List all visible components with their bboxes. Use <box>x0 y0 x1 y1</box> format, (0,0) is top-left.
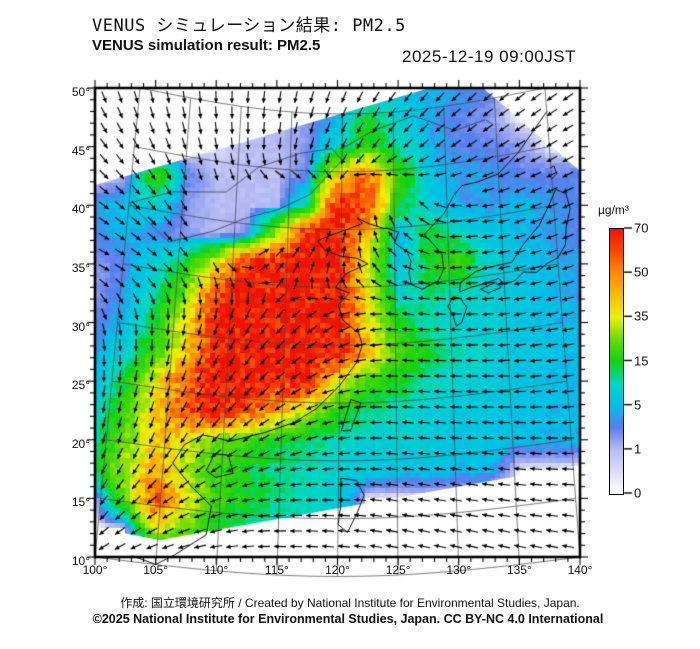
license-line: ©2025 National Institute for Environment… <box>92 612 604 626</box>
colorbar-unit-label: µg/m³ <box>598 203 629 217</box>
lon-tick-label: 115° <box>264 563 289 577</box>
lat-tick-label: 40° <box>71 202 90 217</box>
lat-tick-label: 45° <box>71 143 90 158</box>
colorbar-tick-label: 35 <box>634 308 649 324</box>
credit-line: 作成: 国立環境研究所 / Created by National Instit… <box>120 596 580 610</box>
timestamp: 2025-12-19 09:00JST <box>402 47 576 66</box>
colorbar-tick-label: 0 <box>634 485 642 501</box>
title-japanese: VENUS シミュレーション結果: PM2.5 <box>92 16 406 36</box>
lon-tick-label: 110° <box>204 563 229 577</box>
lat-tick-label: 50° <box>71 85 90 99</box>
lat-tick-label: 35° <box>71 260 90 275</box>
colorbar-tick-label: 70 <box>634 220 649 236</box>
lat-tick-label: 25° <box>71 378 90 393</box>
lat-tick-label: 10° <box>71 554 90 568</box>
lon-tick-label: 120° <box>325 563 350 577</box>
title-english: VENUS simulation result: PM2.5 <box>92 37 321 54</box>
lat-tick-label: 20° <box>71 436 90 451</box>
lon-tick-label: 140° <box>567 563 593 577</box>
colorbar-tick-label: 50 <box>634 264 649 280</box>
lon-tick-label: 105° <box>143 563 169 577</box>
lon-tick-label: 135° <box>506 563 532 577</box>
colorbar-tick-label: 15 <box>634 353 649 368</box>
lon-tick-label: 125° <box>385 563 411 577</box>
lat-tick-label: 30° <box>71 319 90 334</box>
lat-tick-label: 15° <box>71 495 90 510</box>
colorbar-tick-label: 5 <box>634 397 642 413</box>
lon-tick-label: 130° <box>446 563 472 577</box>
lon-tick-label: 100° <box>82 563 108 577</box>
colorbar-tick-label: 1 <box>634 441 642 457</box>
colorbar-gradient <box>609 228 624 495</box>
